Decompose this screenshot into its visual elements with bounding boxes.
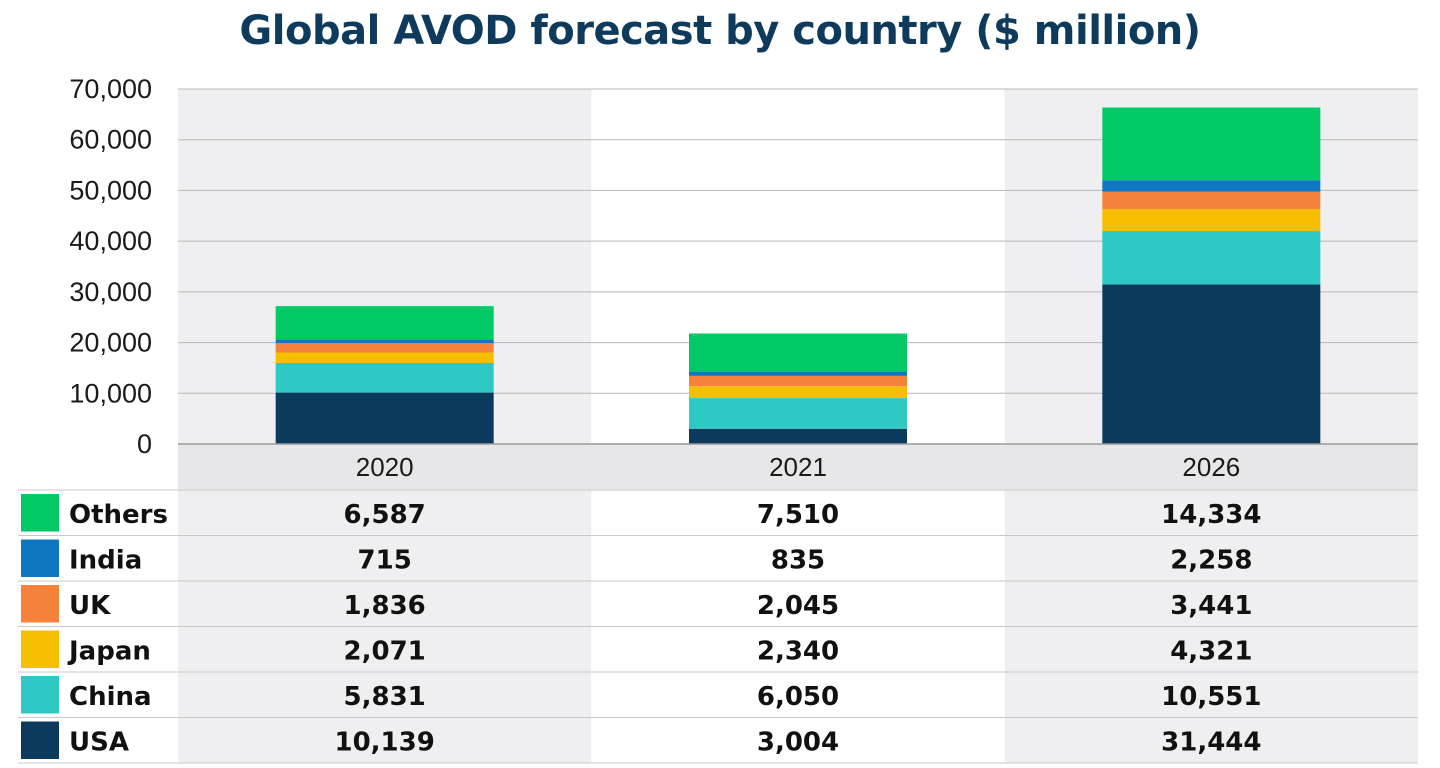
y-tick-label: 30,000 xyxy=(69,277,152,307)
legend-swatch-others xyxy=(21,494,59,532)
legend-swatch-india xyxy=(21,539,59,577)
legend-swatch-japan xyxy=(21,630,59,668)
chart-title: Global AVOD forecast by country ($ milli… xyxy=(239,8,1201,54)
table-cell-value: 4,321 xyxy=(1170,636,1252,666)
table-cell-value: 2,071 xyxy=(344,636,426,666)
bars xyxy=(275,107,1321,444)
table-cell-value: 5,831 xyxy=(344,682,426,712)
bar-segment-uk-2021 xyxy=(689,375,907,387)
bar-segment-others-2026 xyxy=(1102,107,1321,181)
table-cell-value: 3,441 xyxy=(1170,591,1252,621)
table-cell-value: 14,334 xyxy=(1161,500,1261,530)
y-tick-label: 40,000 xyxy=(69,226,152,256)
x-tick-label: 2020 xyxy=(356,452,414,482)
table-cell-value: 2,258 xyxy=(1170,545,1252,575)
table-cell-value: 10,139 xyxy=(334,727,434,757)
table-cell-value: 7,510 xyxy=(757,500,839,530)
table-cell-value: 3,004 xyxy=(757,727,839,757)
bar-segment-japan-2021 xyxy=(689,386,907,399)
bar-segment-usa-2026 xyxy=(1102,284,1321,444)
table-cell-value: 1,836 xyxy=(344,591,426,621)
bar-segment-china-2026 xyxy=(1102,231,1321,285)
bar-segment-japan-2026 xyxy=(1102,209,1321,232)
x-axis: 2020 2021 2026 xyxy=(178,443,1418,490)
x-axis-header xyxy=(178,444,1418,490)
legend-label-usa: USA xyxy=(69,727,129,757)
legend-swatch-china xyxy=(21,676,59,714)
legend-swatch-uk xyxy=(21,585,59,623)
table-cell-value: 2,045 xyxy=(757,591,839,621)
y-tick-label: 60,000 xyxy=(69,125,152,155)
table-cell-value: 2,340 xyxy=(757,636,839,666)
table-cell-value: 31,444 xyxy=(1161,727,1261,757)
bar-segment-india-2020 xyxy=(275,339,494,344)
bar-segment-usa-2020 xyxy=(275,392,494,444)
bar-segment-uk-2020 xyxy=(275,343,494,353)
legend-label-china: China xyxy=(69,682,152,712)
bar-segment-japan-2020 xyxy=(275,352,494,364)
bar-segment-others-2021 xyxy=(689,333,907,372)
legend-label-others: Others xyxy=(69,500,168,530)
table-cell-value: 715 xyxy=(358,545,412,575)
y-axis: 0 10,000 20,000 30,000 40,000 50,000 60,000 70,… xyxy=(69,74,152,459)
bar-segment-others-2020 xyxy=(275,306,494,340)
legend-swatch-usa xyxy=(21,721,59,759)
x-tick-label: 2026 xyxy=(1182,452,1240,482)
legend-label-india: India xyxy=(69,545,142,575)
y-tick-label: 20,000 xyxy=(69,328,152,358)
table-cell-value: 10,551 xyxy=(1161,682,1261,712)
table-cell-value: 6,050 xyxy=(757,682,839,712)
x-tick-label: 2021 xyxy=(769,452,827,482)
data-table: Others 6,587 7,510 14,334 India 715 835 2,258 UK… xyxy=(18,489,1418,764)
y-tick-label: 70,000 xyxy=(69,74,152,104)
y-tick-label: 10,000 xyxy=(69,378,152,408)
bar-segment-china-2021 xyxy=(689,398,907,429)
bar-segment-uk-2026 xyxy=(1102,191,1321,210)
bar-segment-china-2020 xyxy=(275,363,494,393)
table-cell-value: 6,587 xyxy=(344,500,426,530)
bar-segment-india-2021 xyxy=(689,371,907,376)
bar-segment-india-2026 xyxy=(1102,180,1321,192)
legend-label-japan: Japan xyxy=(67,636,151,666)
bar-segment-usa-2021 xyxy=(689,428,907,444)
y-tick-label: 0 xyxy=(137,429,152,459)
y-tick-label: 50,000 xyxy=(69,175,152,205)
table-cell-value: 835 xyxy=(771,545,825,575)
legend-label-uk: UK xyxy=(69,591,111,621)
